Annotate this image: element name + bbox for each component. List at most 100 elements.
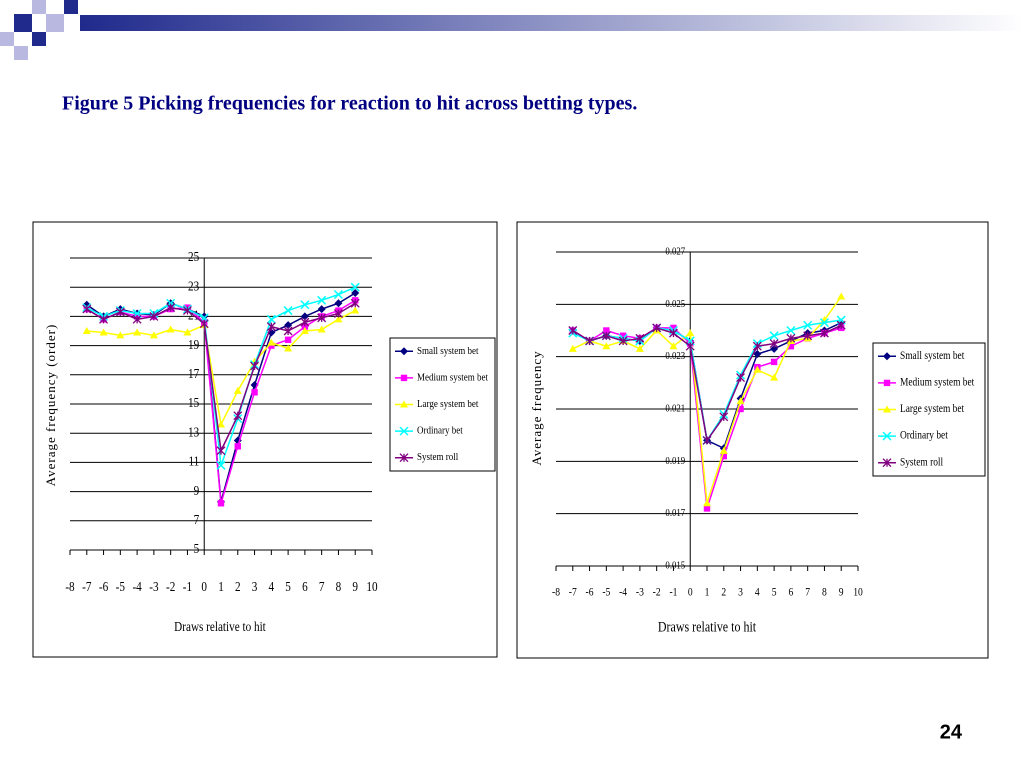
legend-label: Large system bet bbox=[900, 403, 964, 415]
x-tick-label: -4 bbox=[619, 586, 627, 599]
marker bbox=[703, 505, 711, 512]
x-tick-label: 3 bbox=[252, 579, 258, 594]
marker bbox=[719, 446, 728, 454]
marker bbox=[619, 332, 627, 339]
marker bbox=[736, 373, 746, 383]
x-axis-title: Draws relative to hit bbox=[658, 618, 756, 635]
marker bbox=[233, 411, 243, 421]
marker bbox=[183, 328, 192, 336]
x-tick-label: -5 bbox=[602, 586, 610, 599]
marker bbox=[770, 344, 779, 353]
marker bbox=[300, 300, 310, 310]
marker bbox=[82, 327, 91, 334]
marker bbox=[685, 341, 695, 351]
marker bbox=[250, 361, 260, 371]
marker bbox=[618, 336, 628, 346]
y-tick-label: 0.019 bbox=[665, 455, 685, 467]
marker bbox=[115, 307, 125, 317]
marker bbox=[317, 295, 327, 305]
x-tick-label: -3 bbox=[636, 586, 644, 599]
x-tick-label: 8 bbox=[336, 579, 342, 594]
x-tick-label: 8 bbox=[822, 586, 827, 599]
x-tick-label: -1 bbox=[669, 586, 677, 599]
marker bbox=[702, 435, 712, 445]
marker bbox=[836, 320, 846, 330]
marker bbox=[234, 443, 241, 450]
marker bbox=[283, 306, 293, 316]
x-tick-label: 5 bbox=[772, 586, 777, 599]
marker bbox=[703, 499, 711, 507]
marker bbox=[267, 338, 276, 346]
marker bbox=[883, 379, 891, 387]
x-tick-label: 4 bbox=[269, 579, 275, 594]
marker bbox=[351, 289, 360, 298]
marker bbox=[284, 344, 293, 352]
x-tick-label: 2 bbox=[235, 579, 241, 594]
marker bbox=[233, 386, 242, 394]
legend-label: System roll bbox=[417, 451, 458, 463]
marker bbox=[300, 312, 309, 321]
x-tick-label: 10 bbox=[366, 579, 377, 594]
marker bbox=[166, 298, 176, 308]
marker bbox=[216, 446, 226, 456]
marker bbox=[786, 333, 796, 343]
marker bbox=[736, 397, 745, 405]
y-tick-label: 0.021 bbox=[665, 403, 685, 415]
marker bbox=[300, 317, 310, 327]
marker bbox=[819, 318, 829, 328]
legend-label: Ordinary bet bbox=[417, 425, 463, 437]
marker bbox=[334, 299, 343, 308]
deco-bar bbox=[80, 15, 1024, 31]
x-tick-label: -4 bbox=[132, 579, 142, 594]
deco-square bbox=[0, 0, 14, 14]
marker bbox=[635, 333, 645, 343]
x-tick-label: 2 bbox=[721, 586, 726, 599]
marker bbox=[217, 420, 225, 428]
decoration bbox=[0, 0, 1024, 60]
x-tick-label: 1 bbox=[218, 579, 224, 594]
marker bbox=[400, 374, 408, 382]
marker bbox=[166, 303, 176, 313]
y-tick-label: 5 bbox=[194, 541, 200, 556]
legend-label: System roll bbox=[900, 457, 943, 469]
marker bbox=[399, 453, 409, 463]
y-tick-label: 9 bbox=[194, 483, 200, 498]
marker bbox=[770, 373, 779, 381]
marker bbox=[720, 452, 727, 460]
marker bbox=[883, 352, 891, 361]
marker bbox=[133, 328, 142, 336]
marker bbox=[786, 325, 796, 336]
x-tick-label: 4 bbox=[755, 586, 760, 599]
marker bbox=[116, 331, 125, 339]
marker bbox=[284, 321, 293, 330]
marker bbox=[769, 339, 779, 349]
x-tick-label: -8 bbox=[552, 586, 560, 599]
marker bbox=[686, 329, 695, 337]
x-tick-label: -6 bbox=[99, 579, 108, 594]
y-tick-label: 11 bbox=[188, 453, 199, 468]
deco-square bbox=[14, 14, 32, 32]
marker bbox=[753, 350, 762, 359]
legend-label: Medium system bet bbox=[417, 372, 488, 384]
x-tick-label: 7 bbox=[805, 586, 810, 599]
marker bbox=[787, 343, 795, 350]
marker bbox=[635, 344, 644, 352]
marker bbox=[333, 289, 343, 300]
marker bbox=[837, 292, 846, 300]
x-tick-label: 0 bbox=[201, 579, 207, 594]
marker bbox=[301, 323, 309, 330]
marker bbox=[251, 389, 258, 396]
x-tick-label: 6 bbox=[788, 586, 793, 599]
deco-square bbox=[46, 14, 64, 32]
marker bbox=[99, 314, 109, 324]
y-axis-title: Average frequency bbox=[529, 350, 544, 465]
marker bbox=[752, 341, 762, 351]
y-tick-label: 0.025 bbox=[665, 298, 685, 310]
marker bbox=[99, 328, 108, 336]
marker bbox=[737, 405, 744, 413]
x-tick-label: 0 bbox=[688, 586, 693, 599]
marker bbox=[216, 460, 226, 470]
marker bbox=[266, 314, 276, 324]
deco-square bbox=[32, 32, 46, 46]
